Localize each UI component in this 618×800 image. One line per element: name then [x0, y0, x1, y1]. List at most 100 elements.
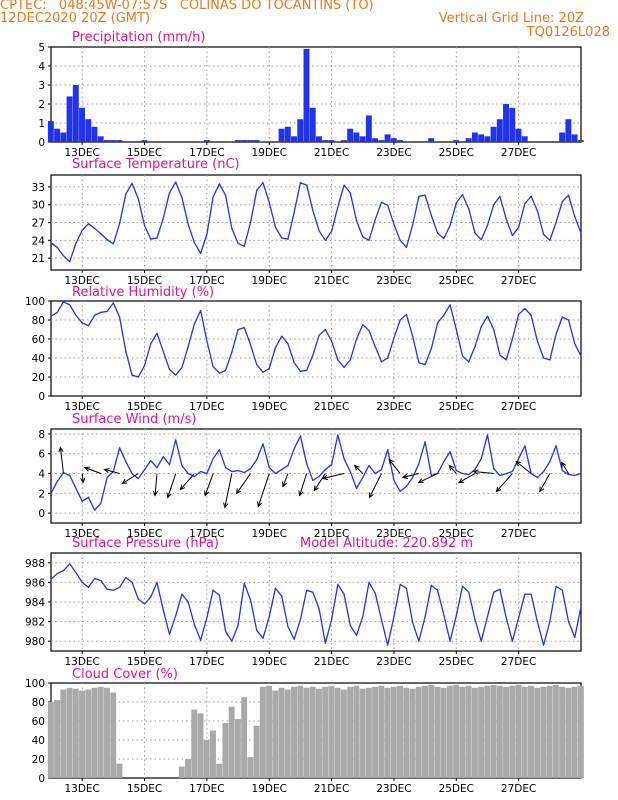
cloud-cover-bar	[415, 686, 422, 778]
precipitation-bar	[359, 136, 366, 142]
humidity-point	[430, 347, 432, 350]
wind-arrow-shaft	[458, 473, 476, 483]
pressure-point	[281, 595, 283, 597]
wind-point	[306, 463, 308, 465]
cloud-cover-bar	[565, 687, 572, 778]
humidity-point	[455, 328, 457, 331]
temperature-point	[374, 218, 376, 221]
cloud-cover-bar	[203, 740, 210, 778]
humidity-point	[418, 362, 420, 364]
wind-point	[518, 458, 520, 460]
temperature-point	[549, 239, 551, 241]
precipitation-bar	[378, 140, 385, 142]
humidity-point	[486, 315, 489, 317]
precipitation-bar	[110, 140, 117, 142]
temperature-point	[268, 201, 270, 203]
cloud-cover-bar	[422, 685, 428, 778]
cloud-cover-bar	[546, 685, 553, 778]
temperature-point	[81, 229, 83, 231]
wind-point	[480, 458, 482, 460]
temperature-point	[362, 236, 364, 238]
cloud-cover-bar	[178, 766, 185, 778]
humidity-xtick-label: 19DEC	[252, 401, 287, 413]
precipitation-bar	[428, 138, 435, 142]
precipitation-ytick-label: 5	[38, 42, 45, 54]
precipitation-bar	[372, 138, 379, 142]
temperature-point	[574, 215, 576, 218]
wind-arrow-shaft	[59, 447, 64, 474]
temperature-point	[387, 204, 389, 206]
wind-arrow-shaft	[236, 473, 251, 494]
cloud-cover-bar	[91, 687, 98, 778]
precipitation-ytick-label: 2	[38, 99, 45, 111]
wind-arrow-head	[313, 485, 319, 492]
precipitation-xtick-label: 19DEC	[252, 147, 287, 159]
humidity-point	[193, 323, 196, 325]
cloud-cover-bar	[359, 688, 366, 778]
precipitation-ytick-label: 4	[38, 61, 45, 73]
wind-point	[100, 502, 102, 504]
cloud-cover-bar	[197, 713, 204, 778]
wind-point	[200, 470, 202, 473]
precipitation-ytick-label: 1	[38, 118, 45, 130]
humidity-point	[56, 311, 58, 313]
pressure-point	[511, 640, 514, 642]
temperature-point	[231, 227, 233, 230]
humidity-point	[312, 354, 314, 356]
precipitation-xtick-label: 23DEC	[376, 147, 411, 159]
cloud-cover-bar	[253, 725, 260, 778]
precipitation-xtick-label: 15DEC	[127, 147, 162, 159]
temperature-point	[455, 202, 457, 204]
pressure-point	[299, 619, 302, 621]
wind-arrow-head	[495, 486, 502, 493]
temperature-point	[536, 210, 538, 212]
humidity-point	[580, 355, 582, 357]
wind-point	[412, 476, 414, 479]
temperature-point	[187, 223, 189, 225]
temperature-ytick-label: 33	[32, 182, 45, 194]
temperature-point	[175, 181, 177, 183]
wind-point	[337, 434, 339, 436]
cloud-cover-bar	[241, 697, 248, 778]
humidity-point	[299, 370, 302, 372]
precipitation-bar	[478, 134, 485, 142]
wind-ytick-label: 6	[38, 449, 45, 461]
precipitation-bar	[203, 140, 210, 142]
wind-point	[75, 487, 77, 489]
wind-point	[218, 449, 220, 451]
wind-arrow	[560, 461, 569, 474]
wind-arrow-shaft	[515, 461, 532, 474]
pressure-point	[131, 581, 133, 584]
humidity-point	[281, 335, 283, 337]
humidity-point	[355, 338, 358, 340]
humidity-point	[262, 371, 264, 373]
wind-point	[362, 476, 364, 479]
cloud-cover-bar	[216, 763, 223, 778]
temperature-xtick-label: 15DEC	[127, 275, 162, 287]
temperature-point	[212, 196, 214, 198]
precipitation-bar	[116, 140, 123, 142]
wind-arrow-head	[368, 492, 374, 499]
wind-xtick-label: 13DEC	[64, 528, 99, 540]
pressure-point	[518, 617, 520, 619]
wind-point	[268, 466, 270, 469]
pressure-point	[262, 637, 264, 639]
humidity-point	[187, 346, 189, 348]
precipitation-bar	[291, 136, 297, 142]
pressure-line	[50, 563, 582, 646]
pressure-point	[150, 596, 152, 598]
precipitation-bar	[60, 132, 67, 142]
precipitation-xtick-label: 27DEC	[501, 147, 536, 159]
wind-arrow-head	[257, 501, 263, 508]
humidity-point	[368, 329, 370, 332]
pressure-point	[168, 633, 171, 635]
humidity-xtick-label: 15DEC	[127, 401, 162, 413]
pressure-point	[87, 586, 90, 588]
pressure-point	[193, 623, 196, 626]
cloud-cover-panel: 13DEC 15DEC 17DEC 19DEC 21DEC 23DEC 25DEC 27DEC…	[25, 667, 584, 795]
temperature-point	[200, 252, 202, 254]
temperature-xtick-label: 13DEC	[64, 275, 99, 287]
cloud-cover-bar	[347, 686, 354, 778]
pressure-point	[468, 591, 470, 593]
humidity-point	[343, 366, 345, 369]
